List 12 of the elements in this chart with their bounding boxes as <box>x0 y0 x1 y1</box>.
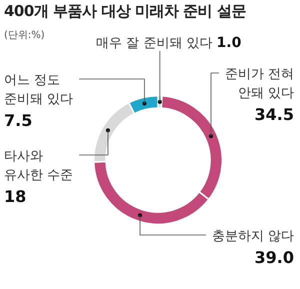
data-label: 39.0 <box>254 248 294 267</box>
slice-label: 충분하지 않다 <box>212 229 294 244</box>
chart-title: 400개 부품사 대상 미래차 준비 설문 <box>4 2 246 21</box>
chart-subtitle: (단위:%) <box>4 29 45 42</box>
slice-label: 준비가 전혀 안돼 있다 <box>224 67 294 101</box>
slice-label: 매우 잘 준비돼 있다 <box>96 36 212 51</box>
slice-label: 타사와 유사한 수준 <box>4 149 74 183</box>
slice-label: 어느 정도 준비돼 있다 <box>4 73 74 107</box>
data-label: 1.0 <box>216 35 242 51</box>
data-label: 7.5 <box>4 111 32 130</box>
data-label: 34.5 <box>254 105 294 124</box>
data-label: 18 <box>4 187 26 206</box>
